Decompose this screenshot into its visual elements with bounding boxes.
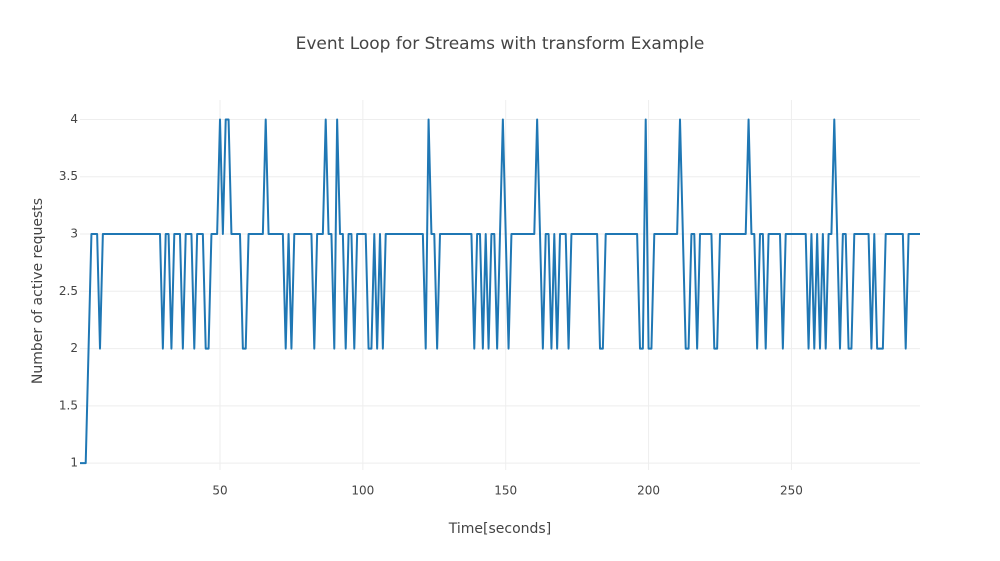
y-tick-label: 3 bbox=[70, 227, 78, 241]
x-tick-label: 100 bbox=[351, 484, 374, 498]
x-axis-title: Time[seconds] bbox=[448, 521, 551, 537]
y-tick-label: 2 bbox=[70, 341, 78, 355]
y-tick-label: 1 bbox=[70, 456, 78, 470]
y-tick-label: 4 bbox=[70, 112, 78, 126]
chart-title: Event Loop for Streams with transform Ex… bbox=[296, 34, 705, 54]
x-tick-label: 150 bbox=[494, 484, 517, 498]
y-tick-label: 3.5 bbox=[59, 169, 78, 183]
data-line bbox=[80, 118, 920, 465]
x-tick-label: 50 bbox=[212, 484, 227, 498]
x-tick-label: 250 bbox=[780, 484, 803, 498]
x-tick-label: 200 bbox=[637, 484, 660, 498]
y-axis-title: Number of active requests bbox=[30, 198, 46, 384]
y-tick-label: 1.5 bbox=[59, 398, 78, 412]
y-tick-label: 2.5 bbox=[59, 284, 78, 298]
